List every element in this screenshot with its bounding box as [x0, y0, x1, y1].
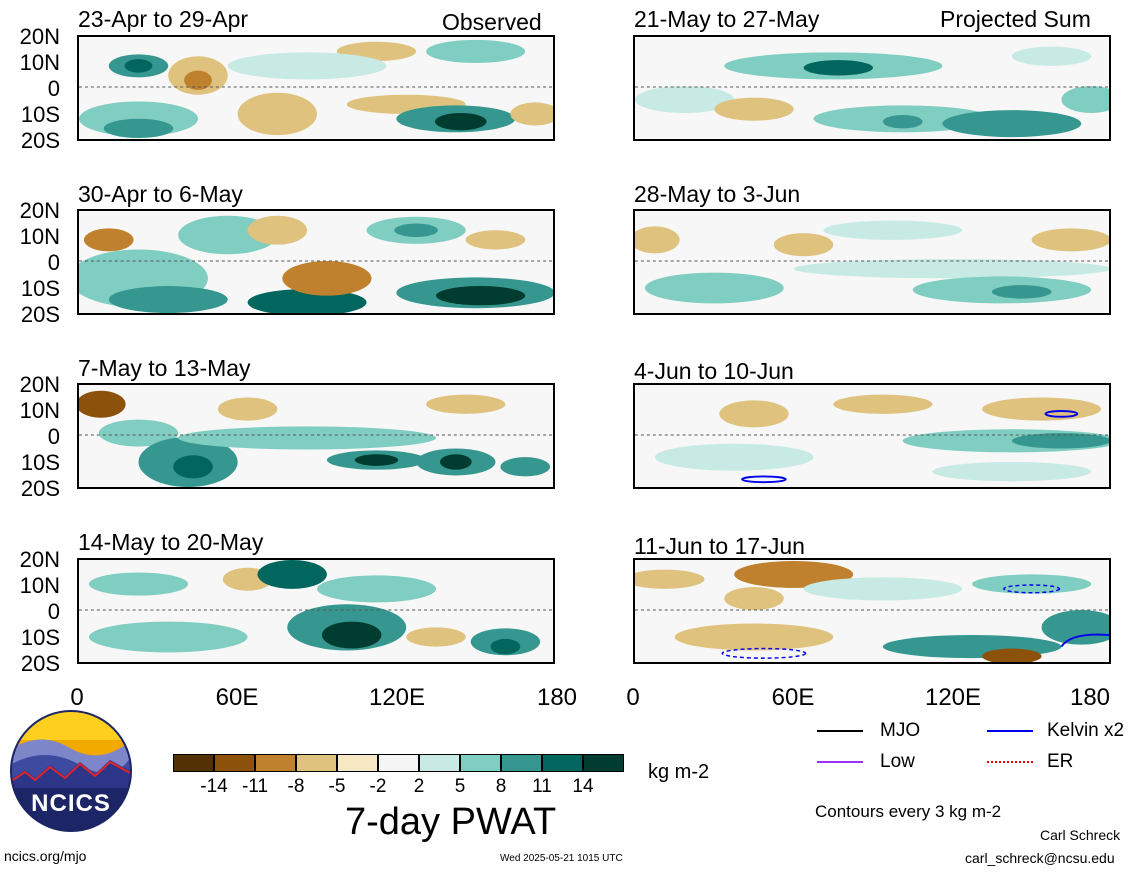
- plot-title: 7-day PWAT: [345, 801, 557, 843]
- map-panel-observed-4: [77, 558, 555, 664]
- footer-email[interactable]: carl_schreck@ncsu.edu: [965, 850, 1115, 866]
- lat-label: 10S: [20, 450, 60, 475]
- lat-label: 0: [47, 250, 60, 275]
- map-panel-observed-2: [77, 209, 555, 315]
- map-panel-projected-2: [633, 209, 1111, 315]
- lat-label: 10N: [19, 573, 60, 598]
- colorbar-swatch: [501, 754, 542, 772]
- lat-label: 20N: [19, 198, 60, 223]
- colorbar-tick: -2: [369, 776, 387, 797]
- panel-title-observed-3: 7-May to 13-May: [78, 355, 251, 381]
- lat-label: 10S: [20, 276, 60, 301]
- map-panel-projected-1: [633, 35, 1111, 141]
- projected-label: Projected Sum: [940, 6, 1091, 32]
- lon-label: 60E: [771, 684, 815, 711]
- ncics-logo: NCICS: [10, 710, 132, 832]
- colorbar-tick: -8: [287, 776, 305, 797]
- lon-label: 0: [626, 684, 640, 711]
- panel-title-projected-2: 28-May to 3-Jun: [634, 181, 801, 207]
- colorbar-tick: -5: [328, 776, 346, 797]
- contour-note: Contours every 3 kg m-2: [815, 802, 1002, 821]
- lat-label: 0: [47, 76, 60, 101]
- lat-label: 10N: [19, 398, 60, 423]
- lat-label: 20S: [20, 302, 60, 327]
- lat-label: 10N: [19, 224, 60, 249]
- legend-label-kelvin: Kelvin x2: [1047, 720, 1125, 741]
- lon-label: 0: [70, 684, 84, 711]
- ncics-logo-text: NCICS: [31, 790, 111, 817]
- lat-label: 20S: [20, 128, 60, 153]
- colorbar-units: kg m-2: [648, 761, 710, 783]
- lon-label: 180: [1069, 684, 1111, 711]
- colorbar-swatch: [460, 754, 501, 772]
- map-panel-projected-4: [633, 558, 1111, 664]
- legend-line-er: [987, 761, 1033, 763]
- lat-label: 0: [47, 424, 60, 449]
- colorbar-swatch: [173, 754, 214, 772]
- lon-label: 60E: [215, 684, 259, 711]
- legend-label-mjo: MJO: [880, 720, 921, 741]
- lat-label: 10S: [20, 625, 60, 650]
- legend-line-low: [817, 761, 863, 763]
- colorbar-swatch: [419, 754, 460, 772]
- panel-title-projected-3: 4-Jun to 10-Jun: [634, 358, 794, 384]
- lat-label: 10S: [20, 102, 60, 127]
- colorbar-swatch: [255, 754, 296, 772]
- lat-label: 20N: [19, 547, 60, 572]
- lat-label: 20N: [19, 24, 60, 49]
- colorbar-swatch: [378, 754, 419, 772]
- observed-label: Observed: [442, 9, 542, 35]
- lon-label: 180: [536, 684, 578, 711]
- legend-label-low: Low: [880, 751, 915, 772]
- colorbar-swatch: [542, 754, 583, 772]
- panel-title-projected-1: 21-May to 27-May: [634, 6, 820, 32]
- footer-url[interactable]: ncics.org/mjo: [4, 848, 87, 864]
- colorbar-tick: 8: [495, 776, 507, 797]
- map-panel-projected-3: [633, 383, 1111, 489]
- colorbar-swatch: [337, 754, 378, 772]
- legend-line-mjo: [817, 730, 863, 732]
- lon-label: 120E: [368, 684, 426, 711]
- panel-title-observed-2: 30-Apr to 6-May: [78, 181, 243, 207]
- footer-timestamp: Wed 2025-05-21 1015 UTC: [500, 853, 623, 864]
- colorbar-tick: 2: [413, 776, 425, 797]
- lat-label: 10N: [19, 50, 60, 75]
- colorbar-tick: -11: [241, 776, 269, 797]
- colorbar-swatch: [583, 754, 624, 772]
- lon-label: 120E: [924, 684, 982, 711]
- lat-label: 0: [47, 599, 60, 624]
- lat-label: 20S: [20, 476, 60, 501]
- legend-line-kelvin: [987, 730, 1033, 732]
- colorbar-swatch: [214, 754, 255, 772]
- map-panel-observed-1: [77, 35, 555, 141]
- legend-label-er: ER: [1047, 751, 1074, 772]
- lat-label: 20N: [19, 372, 60, 397]
- colorbar-tick: -14: [200, 776, 228, 797]
- colorbar-swatch: [296, 754, 337, 772]
- map-panel-observed-3: [77, 383, 555, 489]
- lat-label: 20S: [20, 651, 60, 676]
- footer-author: Carl Schreck: [1040, 827, 1121, 843]
- colorbar-tick: 14: [572, 776, 594, 797]
- panel-title-observed-1: 23-Apr to 29-Apr: [78, 6, 249, 32]
- panel-title-observed-4: 14-May to 20-May: [78, 529, 264, 555]
- colorbar-tick: 11: [532, 776, 552, 797]
- colorbar-tick: 5: [454, 776, 466, 797]
- panel-title-projected-4: 11-Jun to 17-Jun: [634, 533, 805, 559]
